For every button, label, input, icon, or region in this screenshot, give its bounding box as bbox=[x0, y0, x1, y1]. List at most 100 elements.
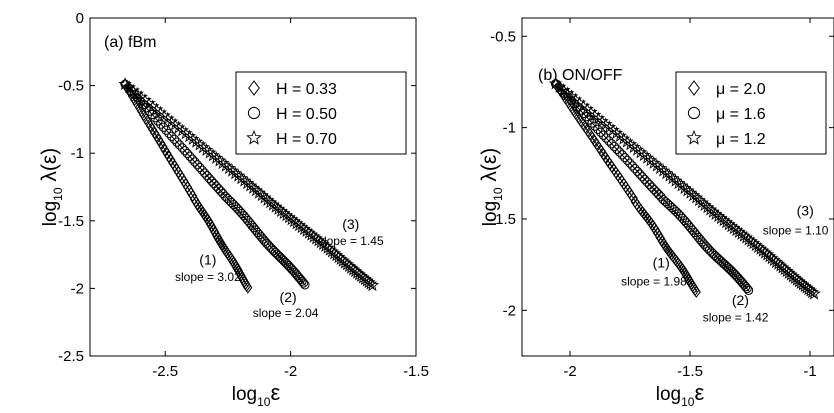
data-marker bbox=[598, 130, 609, 140]
data-marker bbox=[169, 134, 180, 144]
data-marker bbox=[172, 137, 182, 147]
data-marker bbox=[713, 254, 724, 264]
data-marker bbox=[274, 251, 284, 261]
data-marker bbox=[243, 281, 253, 294]
series-2 bbox=[120, 79, 310, 290]
data-marker bbox=[635, 169, 645, 179]
data-marker bbox=[144, 106, 154, 116]
legend-entry: H = 0.33 bbox=[276, 81, 337, 98]
y-tick-label: -2 bbox=[71, 280, 84, 297]
legend: H = 0.33 H = 0.50 H = 0.70 bbox=[235, 71, 407, 155]
data-marker bbox=[743, 285, 754, 295]
data-marker bbox=[283, 260, 294, 271]
series-2 bbox=[550, 79, 754, 295]
data-marker bbox=[164, 128, 174, 139]
data-marker bbox=[807, 286, 821, 300]
legend-marker bbox=[686, 129, 702, 145]
slope-annotation: slope = 1.10 bbox=[763, 224, 829, 238]
data-marker bbox=[365, 278, 380, 292]
data-marker bbox=[710, 250, 720, 261]
data-marker bbox=[718, 258, 729, 269]
series-1 bbox=[551, 77, 701, 298]
data-marker bbox=[728, 268, 738, 278]
data-marker bbox=[601, 133, 611, 143]
y-tick-label: -1 bbox=[503, 120, 516, 137]
data-marker bbox=[711, 252, 722, 262]
data-marker bbox=[625, 158, 635, 168]
data-marker bbox=[609, 141, 619, 152]
data-marker bbox=[617, 150, 627, 160]
data-marker bbox=[286, 264, 297, 274]
y-tick-label: -0.5 bbox=[58, 78, 84, 95]
slope-annotation: slope = 3.02 bbox=[175, 270, 241, 284]
data-marker bbox=[727, 266, 737, 276]
data-marker bbox=[627, 161, 638, 171]
series-group bbox=[548, 76, 821, 300]
panel-a: -2.5 -2 -1.5 0 -0.5 -1 -1.5 -2 -2.5 log10 λ(ε) log… bbox=[38, 10, 429, 409]
data-marker bbox=[185, 151, 195, 161]
data-marker bbox=[268, 246, 279, 256]
data-marker bbox=[363, 276, 378, 290]
legend-marker bbox=[248, 80, 260, 96]
data-marker bbox=[730, 269, 740, 280]
data-marker bbox=[733, 273, 743, 283]
data-marker bbox=[715, 255, 725, 266]
data-marker bbox=[708, 249, 718, 259]
legend-marker bbox=[247, 106, 261, 120]
series-3 bbox=[118, 77, 380, 292]
series-1 bbox=[120, 78, 253, 294]
series-number-label: (3) bbox=[797, 202, 814, 218]
legend-entry: μ = 1.2 bbox=[716, 131, 766, 148]
x-axis-label: log10ε bbox=[232, 380, 281, 409]
data-marker bbox=[167, 131, 177, 141]
data-marker bbox=[706, 247, 716, 257]
y-tick-label: -2.5 bbox=[58, 348, 84, 365]
data-marker bbox=[550, 79, 561, 89]
data-marker bbox=[632, 166, 643, 177]
legend-box bbox=[675, 71, 827, 155]
data-marker bbox=[630, 163, 640, 174]
data-marker bbox=[640, 174, 650, 185]
data-marker bbox=[722, 261, 732, 272]
data-marker bbox=[282, 259, 292, 269]
series-number-label: (1) bbox=[199, 252, 216, 268]
legend-entry: H = 0.50 bbox=[276, 106, 337, 123]
panel-title: (a) fBm bbox=[104, 34, 156, 51]
data-marker bbox=[720, 260, 730, 270]
y-tick-label: -1 bbox=[71, 145, 84, 162]
data-marker bbox=[280, 257, 290, 267]
x-axis-label: log10ε bbox=[656, 380, 705, 409]
data-marker bbox=[199, 168, 210, 178]
x-tick-label: -1.5 bbox=[677, 363, 703, 380]
data-marker bbox=[642, 177, 652, 187]
data-marker bbox=[725, 264, 735, 275]
data-marker bbox=[647, 182, 657, 192]
data-marker bbox=[180, 146, 190, 156]
y-tick-label: 0 bbox=[76, 10, 84, 27]
legend-box bbox=[235, 71, 407, 155]
data-marker bbox=[182, 148, 193, 159]
legend: μ = 2.0 μ = 1.6 μ = 1.2 bbox=[675, 71, 827, 155]
y-tick-label: -1.5 bbox=[490, 211, 516, 228]
x-tick-label: -2 bbox=[563, 363, 576, 380]
data-marker bbox=[190, 157, 200, 167]
data-marker bbox=[147, 109, 157, 120]
y-tick-label: -2 bbox=[503, 302, 516, 319]
x-tick-label: -1.5 bbox=[403, 363, 429, 380]
data-marker bbox=[805, 285, 819, 299]
data-marker bbox=[187, 154, 198, 164]
series-number-label: (2) bbox=[280, 289, 297, 305]
data-marker bbox=[192, 160, 203, 170]
data-marker bbox=[275, 252, 286, 263]
data-marker bbox=[731, 271, 742, 281]
data-marker bbox=[206, 176, 217, 186]
y-tick-label: -0.5 bbox=[490, 28, 516, 45]
slope-annotation: slope = 2.04 bbox=[253, 306, 319, 320]
legend-marker bbox=[246, 129, 262, 145]
series-number-label: (2) bbox=[732, 292, 749, 308]
x-tick-label: -2.5 bbox=[152, 363, 178, 380]
legend-entry: μ = 2.0 bbox=[716, 81, 766, 98]
data-marker bbox=[620, 152, 630, 163]
series-number-label: (3) bbox=[342, 216, 359, 232]
